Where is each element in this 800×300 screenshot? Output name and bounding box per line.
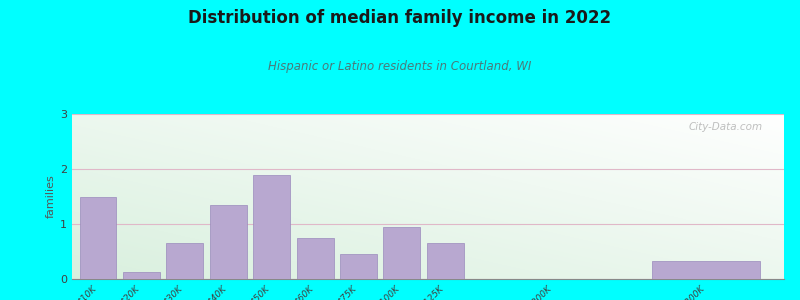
Text: Distribution of median family income in 2022: Distribution of median family income in … xyxy=(189,9,611,27)
Bar xyxy=(123,272,160,279)
Bar xyxy=(79,196,117,279)
Bar xyxy=(340,254,377,279)
Bar xyxy=(166,243,203,279)
Y-axis label: families: families xyxy=(46,175,56,218)
Bar xyxy=(254,175,290,279)
Text: Hispanic or Latino residents in Courtland, WI: Hispanic or Latino residents in Courtlan… xyxy=(268,60,532,73)
Bar xyxy=(651,261,760,279)
Bar xyxy=(383,227,421,279)
Text: City-Data.com: City-Data.com xyxy=(689,122,762,132)
Bar xyxy=(427,243,464,279)
Bar xyxy=(297,238,334,279)
Bar xyxy=(210,205,246,279)
